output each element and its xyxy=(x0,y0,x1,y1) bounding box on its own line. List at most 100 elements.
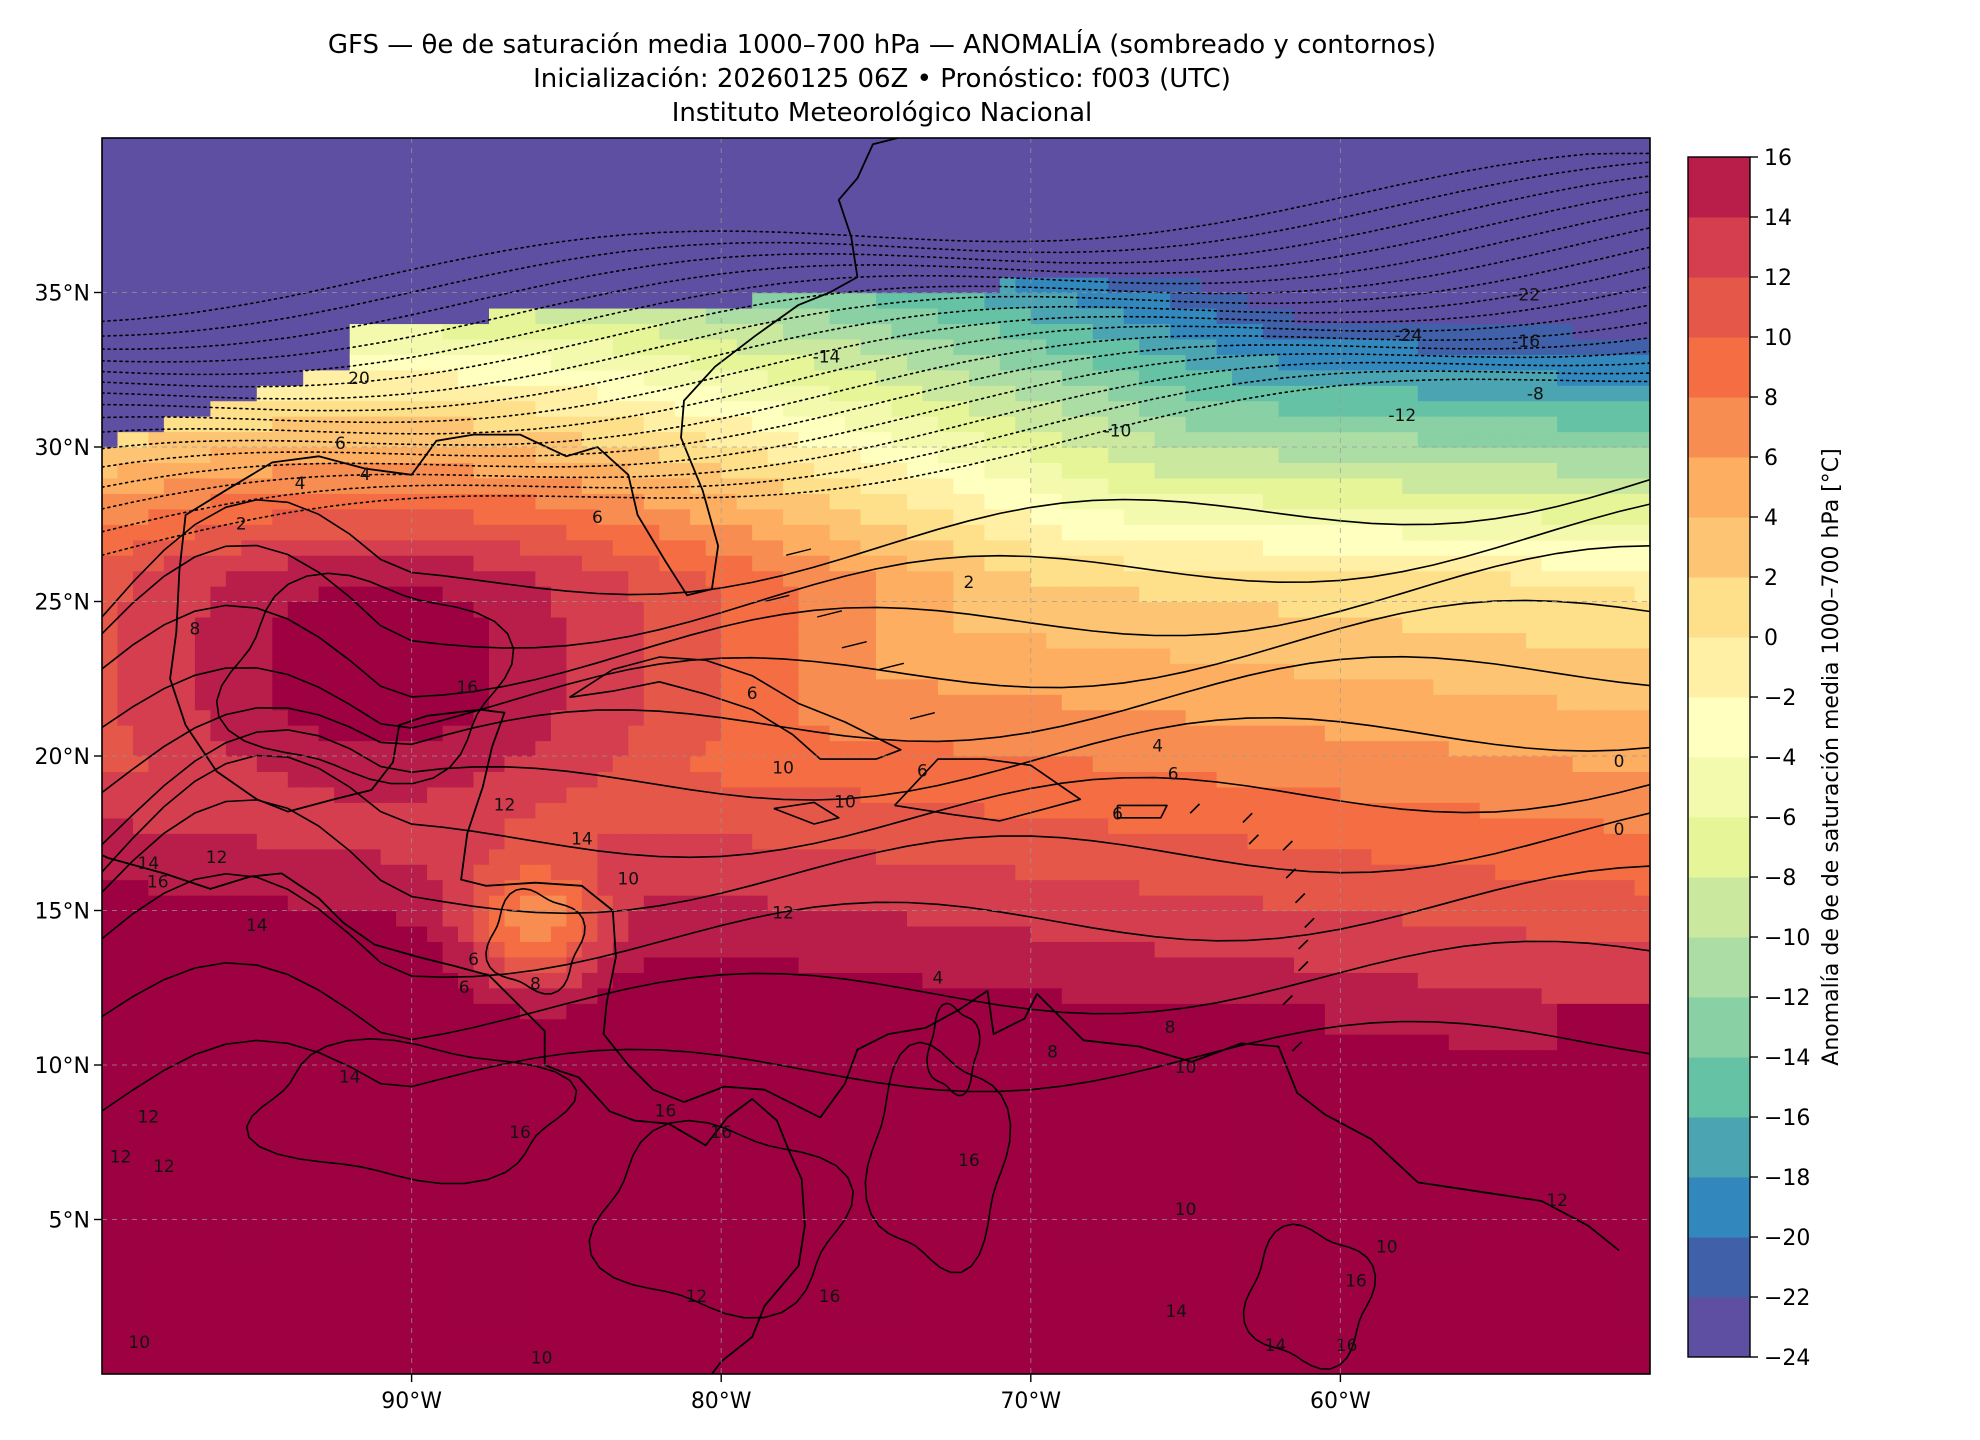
colorbar-segment xyxy=(1688,577,1750,638)
contour-label: 6 xyxy=(459,978,470,998)
contour-label: 10 xyxy=(772,758,794,778)
contour-label: 2 xyxy=(236,514,247,534)
x-tick-label: 60°W xyxy=(1310,1389,1371,1414)
anomaly-field xyxy=(102,138,1650,1374)
contour-label: 12 xyxy=(772,904,794,924)
contour-label: 12 xyxy=(494,795,516,815)
colorbar-segment xyxy=(1688,277,1750,338)
y-tick-label: 5°N xyxy=(49,1209,90,1234)
contour-label: 12 xyxy=(138,1108,160,1128)
y-tick-label: 35°N xyxy=(35,282,90,307)
contour-label: -8 xyxy=(1527,385,1544,405)
gridlines xyxy=(102,138,1650,1374)
contour-label: -16 xyxy=(1512,332,1540,352)
colorbar-segment xyxy=(1688,157,1750,218)
colorbar-tick-label: −4 xyxy=(1764,746,1796,771)
colorbar-segment xyxy=(1688,697,1750,758)
colorbar-tick-label: −6 xyxy=(1764,806,1796,831)
contour-label: 14 xyxy=(138,854,160,874)
contour-label: 8 xyxy=(530,975,541,995)
contour-label: 10 xyxy=(1175,1058,1197,1078)
chart-title-line3: Instituto Meteorológico Nacional xyxy=(671,98,1093,128)
colorbar-segment xyxy=(1688,637,1750,698)
contour-label: 8 xyxy=(1165,1018,1176,1038)
colorbar-tick-label: 8 xyxy=(1764,386,1778,411)
colorbar-tick-label: 16 xyxy=(1764,146,1792,171)
contour-label: -22 xyxy=(1512,286,1540,306)
colorbar-tick-label: 4 xyxy=(1764,506,1778,531)
colorbar-tick-label: −16 xyxy=(1764,1106,1810,1131)
colorbar-segment xyxy=(1688,997,1750,1058)
contour-label: -14 xyxy=(813,347,841,367)
contour-label: 16 xyxy=(147,873,169,893)
y-axis: 5°N 10°N 15°N 20°N 25°N 30°N 35°N xyxy=(35,282,102,1234)
contour-label: 0 xyxy=(1614,752,1625,772)
x-tick-label: 90°W xyxy=(381,1389,442,1414)
contour-label: 10 xyxy=(1175,1200,1197,1220)
colorbar-tick-label: −14 xyxy=(1764,1046,1810,1071)
colorbar-tick-label: −22 xyxy=(1764,1286,1810,1311)
colorbar-segment xyxy=(1688,1297,1750,1358)
contour-label: 16 xyxy=(710,1123,732,1143)
colorbar-segment xyxy=(1688,1117,1750,1178)
contour-label: 12 xyxy=(110,1148,132,1168)
colorbar-label: Anomalía de θe de saturación media 1000–… xyxy=(1819,448,1844,1065)
colorbar-segment xyxy=(1688,337,1750,398)
colorbar-segment xyxy=(1688,757,1750,818)
contour-label: 14 xyxy=(1165,1302,1187,1322)
contour-label: 0 xyxy=(1614,820,1625,840)
contour-label: 8 xyxy=(189,619,200,639)
contour-label: 4 xyxy=(360,465,371,485)
colorbar-tick-label: −24 xyxy=(1764,1346,1810,1371)
contour-label: 12 xyxy=(206,848,228,868)
colorbar-tick-label: 10 xyxy=(1764,326,1792,351)
contour-label: 6 xyxy=(335,434,346,454)
colorbar-tick-label: 14 xyxy=(1764,206,1792,231)
colorbar: −24−22−20−18−16−14−12−10−8−6−4−202468101… xyxy=(1687,146,1844,1371)
contour-label: 6 xyxy=(917,761,928,781)
contour-label: -12 xyxy=(1388,406,1416,426)
contour-label: 10 xyxy=(531,1349,553,1369)
contour-label: -10 xyxy=(1104,422,1132,442)
contour-label: 20 xyxy=(348,369,370,389)
colorbar-tick-label: −8 xyxy=(1764,866,1796,891)
contour-label: 12 xyxy=(686,1287,708,1307)
contour-label: 4 xyxy=(932,969,943,989)
contour-label: 16 xyxy=(1336,1336,1358,1356)
contour-label: 12 xyxy=(1546,1191,1568,1211)
contour-label: 2 xyxy=(963,573,974,593)
colorbar-segment xyxy=(1688,517,1750,578)
contour-label: 16 xyxy=(655,1101,677,1121)
contour-label: 10 xyxy=(834,792,856,812)
y-tick-label: 30°N xyxy=(35,436,90,461)
contour-label: 16 xyxy=(456,678,478,698)
contour-label: 14 xyxy=(246,916,268,936)
y-tick-label: 10°N xyxy=(35,1054,90,1079)
contour-label: 16 xyxy=(1345,1271,1367,1291)
y-tick-label: 25°N xyxy=(35,591,90,616)
colorbar-segment xyxy=(1688,1177,1750,1238)
contour-label: 6 xyxy=(592,508,603,528)
contour-label: 10 xyxy=(128,1333,150,1353)
x-axis: 90°W 80°W 70°W 60°W xyxy=(381,1374,1371,1414)
x-tick-label: 80°W xyxy=(691,1389,752,1414)
chart-title-line1: GFS — θe de saturación media 1000–700 hP… xyxy=(327,30,1437,60)
colorbar-segment xyxy=(1688,817,1750,878)
colorbar-tick-label: 2 xyxy=(1764,566,1778,591)
colorbar-segment xyxy=(1688,877,1750,938)
colorbar-segment xyxy=(1688,937,1750,998)
contour-label: 16 xyxy=(819,1287,841,1307)
contour-label: 16 xyxy=(958,1151,980,1171)
contour-label: 16 xyxy=(509,1123,531,1143)
contour-label: 8 xyxy=(1047,1043,1058,1063)
contour-label: 10 xyxy=(1376,1237,1398,1257)
contour-label: 4 xyxy=(1152,737,1163,757)
contour-label: -24 xyxy=(1395,326,1423,346)
y-tick-label: 20°N xyxy=(35,745,90,770)
contour-label: 6 xyxy=(1168,765,1179,785)
colorbar-segment xyxy=(1688,457,1750,518)
contour-label: 6 xyxy=(747,684,758,704)
